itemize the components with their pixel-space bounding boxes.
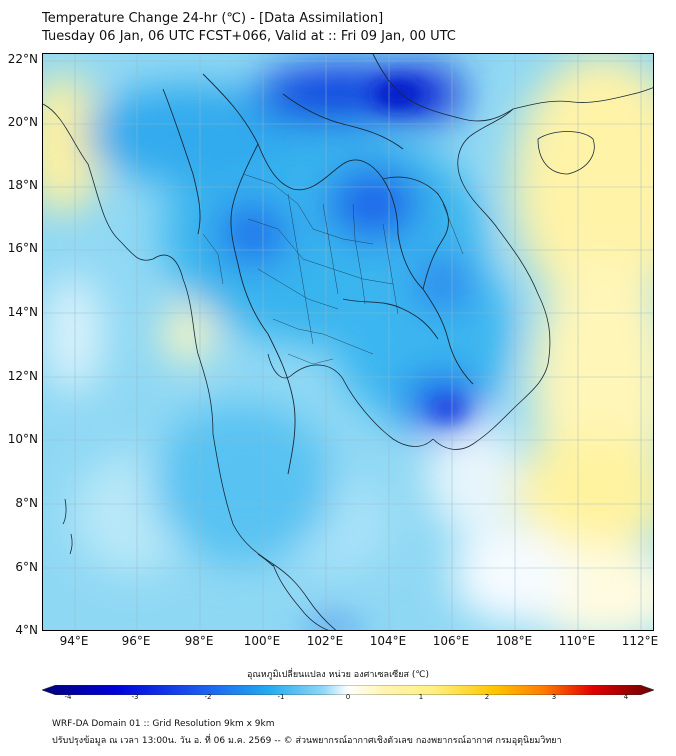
title-line-2: Tuesday 06 Jan, 06 UTC FCST+066, Valid a… [42, 29, 456, 44]
lon-tick-100: 100°E [243, 634, 281, 648]
lat-tick-22: 22°N [7, 52, 38, 66]
lat-tick-20: 20°N [7, 115, 38, 129]
lon-tick-106: 106°E [432, 634, 470, 648]
lat-tick-16: 16°N [7, 241, 38, 255]
map-graticule [43, 54, 653, 630]
footer-model-info: WRF-DA Domain 01 :: Grid Resolution 9km … [52, 719, 275, 729]
colorbar [41, 680, 655, 696]
coastlines [43, 87, 653, 630]
lat-tick-14: 14°N [7, 305, 38, 319]
lat-tick-4: 4°N [15, 623, 38, 637]
map-title: Temperature Change 24-hr (℃) - [Data Ass… [42, 10, 456, 46]
lat-tick-8: 8°N [15, 496, 38, 510]
lon-tick-112: 112°E [621, 634, 659, 648]
temperature-change-map [43, 54, 653, 630]
footer-credit: ปรับปรุงข้อมูล ณ เวลา 13:00น. วัน อ. ที่… [52, 736, 562, 746]
colorbar-tick-0: 0 [345, 693, 351, 701]
colorbar-tick-4: 4 [623, 693, 629, 701]
colorbar-label: อุณหภูมิเปลี่ยนแปลง หน่วย องศาเซลเซียส (… [246, 670, 430, 680]
colorbar-tick-1: 1 [418, 693, 424, 701]
lat-tick-6: 6°N [15, 560, 38, 574]
lon-tick-96: 96°E [121, 634, 151, 648]
colorbar-tick-3: 3 [551, 693, 557, 701]
lon-tick-94: 94°E [59, 634, 89, 648]
lon-tick-104: 104°E [369, 634, 407, 648]
lat-tick-10: 10°N [7, 432, 38, 446]
lat-tick-12: 12°N [7, 369, 38, 383]
map-panel [42, 53, 654, 631]
province-borders [202, 173, 464, 365]
colorbar-tick-2: 2 [484, 693, 490, 701]
lon-tick-98: 98°E [184, 634, 214, 648]
lon-tick-108: 108°E [495, 634, 533, 648]
colorbar-tick-neg1: -1 [277, 693, 285, 701]
colorbar-tick-neg3: -3 [131, 693, 139, 701]
colorbar-tick-neg2: -2 [204, 693, 212, 701]
lat-tick-18: 18°N [7, 178, 38, 192]
lon-tick-102: 102°E [306, 634, 344, 648]
colorbar-tick-neg4: -4 [64, 693, 72, 701]
title-line-1: Temperature Change 24-hr (℃) - [Data Ass… [42, 11, 384, 26]
lon-tick-110: 110°E [558, 634, 596, 648]
